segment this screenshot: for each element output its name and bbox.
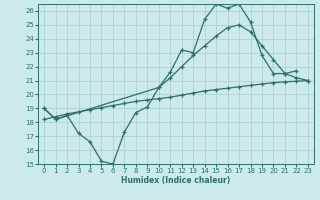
X-axis label: Humidex (Indice chaleur): Humidex (Indice chaleur) — [121, 176, 231, 185]
